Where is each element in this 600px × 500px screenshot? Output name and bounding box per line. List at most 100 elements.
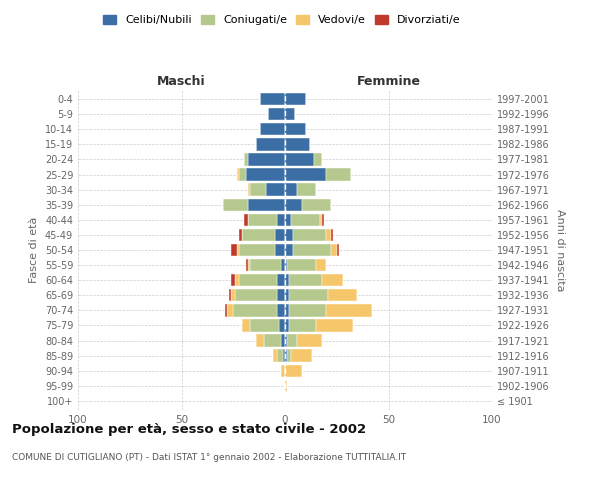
Bar [285, 228, 293, 241]
Bar [239, 244, 275, 256]
Bar [260, 93, 285, 105]
Bar [231, 274, 235, 286]
Bar [291, 350, 312, 362]
Bar [245, 168, 285, 180]
Bar [248, 214, 277, 226]
Bar [239, 168, 245, 180]
Bar [277, 274, 285, 286]
Text: COMUNE DI CUTIGLIANO (PT) - Dati ISTAT 1° gennaio 2002 - Elaborazione TUTTITALIA: COMUNE DI CUTIGLIANO (PT) - Dati ISTAT 1… [12, 452, 406, 462]
Bar [233, 304, 277, 316]
Bar [285, 380, 287, 392]
Bar [283, 350, 285, 362]
Bar [277, 304, 285, 316]
Bar [239, 228, 242, 241]
Bar [320, 214, 322, 226]
Bar [231, 244, 238, 256]
Bar [277, 289, 285, 302]
Bar [277, 214, 285, 226]
Bar [229, 289, 231, 302]
Bar [245, 259, 248, 272]
Bar [289, 274, 322, 286]
Bar [314, 153, 322, 166]
Bar [322, 274, 343, 286]
Bar [248, 259, 250, 272]
Bar [238, 244, 239, 256]
Bar [285, 259, 287, 272]
Bar [293, 228, 326, 241]
Bar [277, 350, 283, 362]
Bar [287, 350, 291, 362]
Bar [302, 198, 331, 211]
Bar [298, 334, 322, 347]
Bar [285, 214, 291, 226]
Bar [285, 289, 289, 302]
Bar [281, 334, 285, 347]
Bar [285, 123, 306, 136]
Bar [285, 138, 310, 150]
Bar [242, 320, 250, 332]
Bar [326, 304, 372, 316]
Bar [285, 168, 326, 180]
Bar [256, 334, 265, 347]
Bar [265, 334, 281, 347]
Bar [242, 228, 275, 241]
Bar [331, 244, 337, 256]
Bar [328, 289, 358, 302]
Bar [285, 364, 302, 377]
Bar [285, 244, 293, 256]
Bar [289, 289, 328, 302]
Bar [238, 168, 239, 180]
Bar [244, 153, 248, 166]
Bar [279, 320, 285, 332]
Bar [285, 153, 314, 166]
Text: Popolazione per età, sesso e stato civile - 2002: Popolazione per età, sesso e stato civil… [12, 422, 366, 436]
Bar [268, 108, 285, 120]
Bar [248, 198, 285, 211]
Bar [287, 334, 298, 347]
Bar [298, 184, 316, 196]
Bar [275, 244, 285, 256]
Bar [285, 320, 289, 332]
Bar [289, 304, 326, 316]
Bar [223, 198, 248, 211]
Bar [266, 184, 285, 196]
Bar [275, 228, 285, 241]
Bar [285, 198, 302, 211]
Bar [316, 259, 326, 272]
Bar [281, 259, 285, 272]
Bar [285, 108, 295, 120]
Bar [239, 274, 277, 286]
Bar [256, 138, 285, 150]
Bar [260, 123, 285, 136]
Bar [281, 364, 285, 377]
Bar [235, 289, 277, 302]
Bar [248, 184, 250, 196]
Bar [337, 244, 339, 256]
Bar [227, 304, 233, 316]
Y-axis label: Fasce di età: Fasce di età [29, 217, 39, 283]
Bar [272, 350, 277, 362]
Bar [331, 228, 332, 241]
Text: Maschi: Maschi [157, 76, 206, 88]
Bar [250, 184, 266, 196]
Bar [248, 153, 285, 166]
Bar [293, 244, 331, 256]
Bar [231, 289, 235, 302]
Bar [250, 259, 281, 272]
Bar [285, 334, 287, 347]
Bar [244, 214, 248, 226]
Legend: Celibi/Nubili, Coniugati/e, Vedovi/e, Divorziati/e: Celibi/Nubili, Coniugati/e, Vedovi/e, Di… [99, 10, 465, 30]
Bar [285, 350, 287, 362]
Bar [235, 274, 239, 286]
Bar [322, 214, 325, 226]
Bar [285, 304, 289, 316]
Bar [326, 228, 331, 241]
Bar [225, 304, 227, 316]
Bar [285, 93, 306, 105]
Bar [289, 320, 316, 332]
Text: Femmine: Femmine [356, 76, 421, 88]
Y-axis label: Anni di nascita: Anni di nascita [555, 209, 565, 291]
Bar [291, 214, 320, 226]
Bar [285, 184, 298, 196]
Bar [287, 259, 316, 272]
